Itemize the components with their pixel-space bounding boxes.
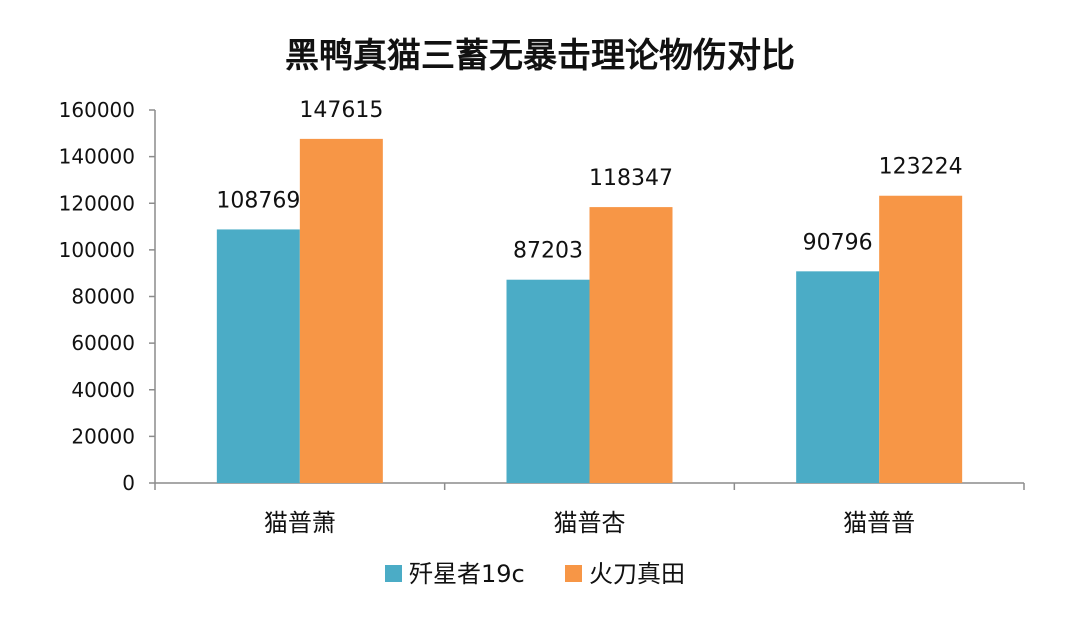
chart-title: 黑鸭真猫三蓄无暴击理论物伤对比 — [285, 36, 795, 76]
bar — [796, 271, 880, 483]
bar — [299, 138, 383, 483]
y-tick-label: 20000 — [71, 424, 135, 448]
x-category-label: 猫普杏 — [554, 509, 626, 537]
legend-label: 火刀真田 — [589, 560, 685, 588]
chart-axes: 0 20000 40000 60000 80000 100000 120000 140000 1… — [59, 98, 1025, 537]
y-tick-label: 160000 — [59, 98, 135, 122]
data-label: 87203 — [513, 239, 583, 264]
data-labels-group: 108769 147615 87203 118347 90796 123224 — [216, 98, 962, 264]
y-tick-label: 0 — [122, 471, 135, 495]
data-label: 123224 — [879, 155, 963, 180]
data-label: 90796 — [803, 230, 873, 255]
x-category-label: 猫普普 — [843, 509, 915, 537]
legend: 歼星者19c 火刀真田 — [385, 560, 685, 588]
y-tick-label: 40000 — [71, 378, 135, 402]
bar — [589, 207, 673, 483]
data-label: 147615 — [299, 98, 383, 123]
y-tick-label: 100000 — [59, 238, 135, 262]
bar — [879, 195, 963, 483]
x-category-label: 猫普萧 — [264, 509, 336, 537]
y-tick-label: 120000 — [59, 191, 135, 215]
bar — [506, 279, 590, 483]
y-tick-label: 80000 — [71, 285, 135, 309]
data-label: 118347 — [589, 166, 673, 191]
bar — [216, 229, 300, 483]
legend-swatch — [385, 565, 402, 582]
data-label: 108769 — [216, 188, 300, 213]
y-tick-label: 60000 — [71, 331, 135, 355]
bars-group — [216, 138, 963, 483]
y-tick-label: 140000 — [59, 145, 135, 169]
legend-label: 歼星者19c — [409, 560, 525, 588]
legend-swatch — [565, 565, 582, 582]
